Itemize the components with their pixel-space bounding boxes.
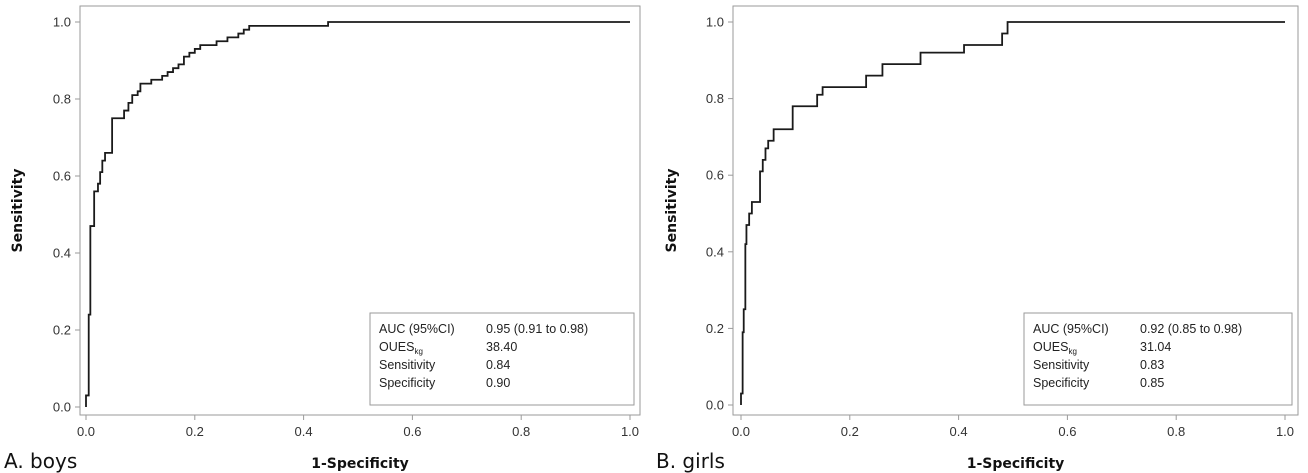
stat-label-text: Specificity (379, 376, 436, 390)
stat-label-text: Sensitivity (379, 358, 436, 372)
y-tick-label: 0.8 (706, 91, 724, 106)
x-tick-label: 0.6 (403, 424, 421, 439)
stat-label: Sensitivity (1033, 358, 1090, 372)
legend-frame (1023, 312, 1293, 406)
stat-label: Specificity (379, 376, 436, 390)
stat-label: Specificity (1033, 376, 1090, 390)
x-tick-label: 1.0 (621, 424, 639, 439)
stat-label-subscript: kg (414, 347, 422, 356)
x-axis-label: 1-Specificity (311, 456, 409, 472)
panel-label: A. boys (4, 449, 77, 473)
x-tick-label: 0.4 (950, 424, 968, 439)
x-tick-label: 0.4 (295, 424, 313, 439)
y-tick-label: 0.6 (706, 168, 724, 183)
stats-legend-box: AUC (95%CI) 0.95 (0.91 to 0.98) OUESkg 38.4… (369, 312, 635, 406)
stats-legend-box: AUC (95%CI) 0.92 (0.85 to 0.98) OUESkg 31.0… (1023, 312, 1293, 406)
stat-label-text: OUES (379, 340, 414, 354)
x-tick-label: 0.0 (732, 424, 750, 439)
stat-label: AUC (95%CI) (1033, 322, 1109, 336)
stat-value: 0.90 (486, 376, 510, 390)
roc-panel-boys: 0.0 0.2 0.4 0.6 0.8 1.0 0.0 0.2 0.4 0.6 0.8 1.0 1-Sp… (4, 5, 641, 473)
stat-value: 0.84 (486, 358, 510, 372)
stat-value: 0.92 (0.85 to 0.98) (1140, 322, 1242, 336)
stat-label-text: AUC (95%CI) (379, 322, 455, 336)
stat-label: Sensitivity (379, 358, 436, 372)
y-tick-label: 0.4 (53, 246, 71, 261)
x-axis-label: 1-Specificity (967, 456, 1065, 472)
stat-value: 38.40 (486, 340, 517, 354)
roc-curve-line (85, 21, 630, 407)
y-tick-label: 0.0 (53, 400, 71, 415)
y-tick-label: 1.0 (706, 15, 724, 30)
stat-value: 0.83 (1140, 358, 1164, 372)
x-tick-label: 0.8 (512, 424, 530, 439)
stat-label: OUESkg (379, 340, 423, 356)
stat-label: AUC (95%CI) (379, 322, 455, 336)
plot-frame (79, 5, 641, 416)
stat-label-subscript: kg (1068, 347, 1076, 356)
y-tick-label: 0.8 (53, 92, 71, 107)
panel-label: B. girls (656, 449, 725, 473)
legend-frame (369, 312, 635, 406)
x-tick-label: 0.6 (1058, 424, 1076, 439)
y-tick-label: 0.0 (706, 398, 724, 413)
stat-label-text: AUC (95%CI) (1033, 322, 1109, 336)
y-tick-label: 1.0 (53, 15, 71, 30)
stat-label: OUESkg (1033, 340, 1077, 356)
roc-curve-line (740, 21, 1285, 405)
stat-value: 31.04 (1140, 340, 1171, 354)
x-tick-label: 0.8 (1167, 424, 1185, 439)
stat-label-text: Sensitivity (1033, 358, 1090, 372)
plot-frame (732, 5, 1299, 416)
roc-panel-girls: 0.0 0.2 0.4 0.6 0.8 1.0 0.0 0.2 0.4 0.6 0.8 1.0 1-Sp… (656, 5, 1299, 473)
y-tick-label: 0.2 (706, 321, 724, 336)
y-tick-label: 0.6 (53, 169, 71, 184)
x-tick-label: 0.2 (186, 424, 204, 439)
stat-value: 0.85 (1140, 376, 1164, 390)
y-tick-label: 0.4 (706, 244, 724, 259)
y-axis-label: Sensitivity (10, 169, 26, 253)
x-tick-label: 0.0 (77, 424, 95, 439)
stat-label-text: OUES (1033, 340, 1068, 354)
stat-value: 0.95 (0.91 to 0.98) (486, 322, 588, 336)
x-tick-label: 1.0 (1276, 424, 1294, 439)
stat-label-text: Specificity (1033, 376, 1090, 390)
x-tick-label: 0.2 (841, 424, 859, 439)
y-axis-label: Sensitivity (664, 169, 680, 253)
y-tick-label: 0.2 (53, 323, 71, 338)
